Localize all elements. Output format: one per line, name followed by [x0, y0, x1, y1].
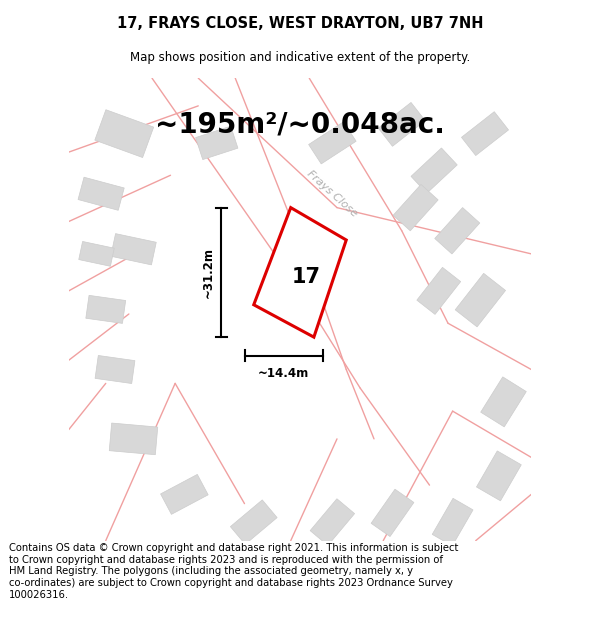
Polygon shape	[95, 110, 154, 158]
Text: ~31.2m: ~31.2m	[202, 247, 214, 298]
Text: ~195m²/~0.048ac.: ~195m²/~0.048ac.	[155, 111, 445, 139]
Polygon shape	[79, 241, 114, 266]
Polygon shape	[196, 126, 238, 159]
Polygon shape	[95, 356, 135, 384]
Polygon shape	[393, 184, 438, 231]
Text: ~14.4m: ~14.4m	[258, 367, 310, 380]
Polygon shape	[111, 234, 156, 265]
Polygon shape	[481, 377, 526, 427]
Polygon shape	[432, 498, 473, 546]
Polygon shape	[378, 102, 425, 146]
Text: Contains OS data © Crown copyright and database right 2021. This information is : Contains OS data © Crown copyright and d…	[9, 543, 458, 599]
Polygon shape	[161, 474, 208, 514]
Polygon shape	[310, 499, 355, 546]
Text: Map shows position and indicative extent of the property.: Map shows position and indicative extent…	[130, 51, 470, 64]
Polygon shape	[254, 208, 346, 337]
Polygon shape	[461, 112, 509, 156]
Polygon shape	[455, 273, 506, 327]
Polygon shape	[78, 177, 124, 210]
Polygon shape	[308, 122, 356, 164]
Text: 17, FRAYS CLOSE, WEST DRAYTON, UB7 7NH: 17, FRAYS CLOSE, WEST DRAYTON, UB7 7NH	[117, 16, 483, 31]
Polygon shape	[371, 489, 414, 536]
Polygon shape	[109, 423, 158, 455]
Polygon shape	[417, 268, 461, 314]
Polygon shape	[86, 296, 125, 323]
Text: Frays Close: Frays Close	[305, 169, 359, 219]
Text: 17: 17	[291, 267, 320, 287]
Polygon shape	[411, 148, 457, 193]
Polygon shape	[435, 208, 480, 254]
Polygon shape	[230, 500, 277, 544]
Polygon shape	[476, 451, 521, 501]
